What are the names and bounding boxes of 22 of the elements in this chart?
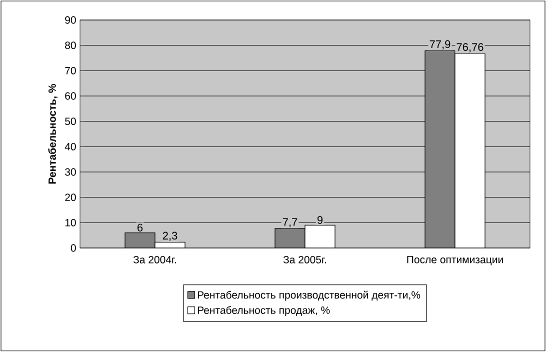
data-label: 6 <box>138 224 143 232</box>
y-axis-title: Рентабельность, % <box>48 84 58 184</box>
x-tick-label: После оптимизации <box>407 256 503 266</box>
y-tick-label: 20 <box>65 194 76 202</box>
y-tick-label: 30 <box>65 168 76 176</box>
y-tick-label: 90 <box>65 16 76 24</box>
y-tick-label: 40 <box>64 142 76 150</box>
y-tick-label: 60 <box>65 92 76 100</box>
data-label: 9 <box>317 216 323 224</box>
legend-label: Рентабельность производственной деят-ти,% <box>198 290 420 301</box>
y-tick-label: 0 <box>70 244 76 252</box>
data-label: 2,3 <box>162 232 178 241</box>
legend-label: Рентабельность продаж, % <box>198 306 330 316</box>
x-tick-label: За 2005г. <box>283 256 326 264</box>
y-tick-label: 80 <box>65 42 76 50</box>
data-label: 7,7 <box>282 218 298 228</box>
y-tick-label: 50 <box>65 118 76 126</box>
y-tick-label: 70 <box>65 66 76 74</box>
data-label: 77,9 <box>430 40 450 50</box>
y-tick-label: 10 <box>65 218 76 226</box>
data-label: 76,76 <box>456 43 484 52</box>
x-tick-label: За 2004г. <box>133 256 176 264</box>
